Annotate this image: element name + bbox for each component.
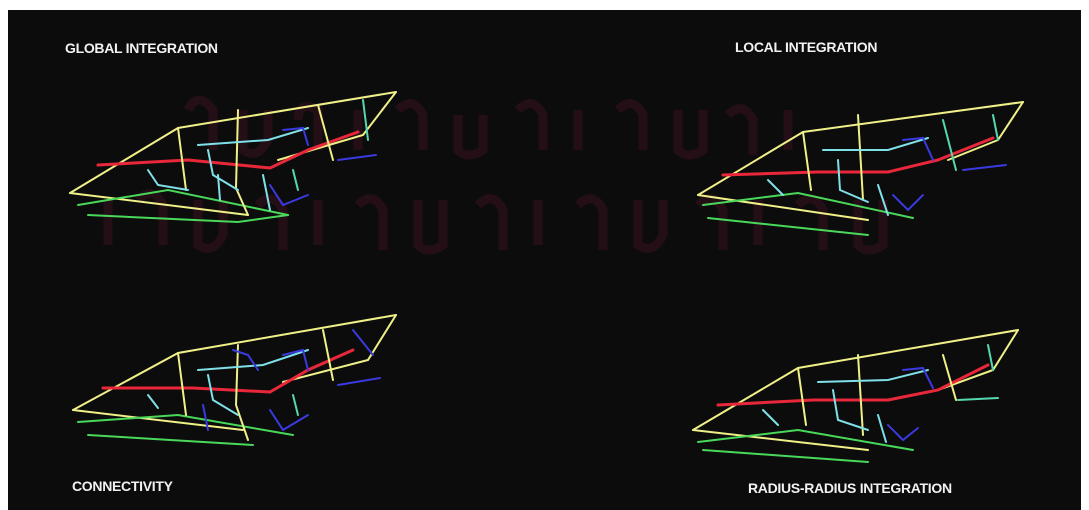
figure-panel: GLOBAL INTEGRATION LOCAL INTEGRATION CON… — [8, 10, 1081, 510]
network-global-integration — [69, 91, 397, 224]
network-connectivity — [72, 314, 397, 446]
network-radius-radius-integration — [692, 329, 1019, 463]
label-global-integration: GLOBAL INTEGRATION — [65, 40, 218, 56]
label-local-integration: LOCAL INTEGRATION — [735, 39, 878, 55]
watermark — [103, 95, 888, 255]
label-connectivity: CONNECTIVITY — [72, 478, 173, 494]
label-radius-radius-integration: RADIUS-RADIUS INTEGRATION — [748, 480, 952, 496]
network-local-integration — [697, 101, 1024, 236]
